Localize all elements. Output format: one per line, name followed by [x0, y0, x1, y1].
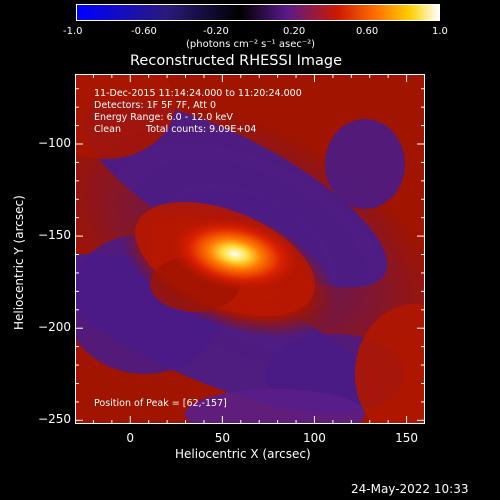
y-tick-label: −250 [38, 412, 71, 427]
colorbar-tick-label: -0.60 [131, 26, 157, 37]
y-tick-label: −150 [38, 228, 71, 243]
colorbar-tick-label: 0.60 [356, 26, 379, 37]
colorbar-tick-label: -1.0 [63, 26, 83, 37]
colorbar-tick-label: 1.0 [432, 26, 448, 37]
colorbar-tick-label: -0.20 [203, 26, 229, 37]
plot-frame [75, 74, 425, 424]
colorbar [76, 4, 440, 21]
x-axis-label: Heliocentric X (arcsec) [175, 447, 311, 461]
annotation-time-range: 11-Dec-2015 11:14:24.000 to 11:20:24.000 [94, 88, 302, 99]
timestamp: 24-May-2022 10:33 [351, 482, 469, 496]
x-tick-label: 100 [303, 431, 326, 445]
y-tick-label: −200 [38, 320, 71, 335]
annotation-peak-position: Position of Peak = [62,-157] [94, 398, 227, 409]
y-axis-label: Heliocentric Y (arcsec) [12, 195, 26, 330]
y-tick-label: −100 [38, 136, 71, 150]
annotation-method: Clean [94, 124, 121, 135]
colorbar-units: (photons cm⁻² s⁻¹ asec⁻²) [186, 39, 316, 50]
x-tick-label: 0 [126, 431, 135, 445]
plot-axes [75, 74, 425, 424]
chart-title: Reconstructed RHESSI Image [130, 53, 343, 69]
plot-area [75, 74, 425, 424]
colorbar-tick-label: 0.20 [283, 26, 306, 37]
x-tick-label: 150 [395, 431, 419, 445]
annotation-total-counts: Total counts: 9.09E+04 [146, 124, 257, 135]
annotation-energy-range: Energy Range: 6.0 - 12.0 keV [94, 112, 233, 123]
heatmap-image [75, 74, 425, 424]
x-tick-label: 50 [214, 431, 230, 445]
annotation-detectors: Detectors: 1F 5F 7F, Att 0 [94, 100, 217, 111]
colorbar-gradient [77, 5, 439, 20]
